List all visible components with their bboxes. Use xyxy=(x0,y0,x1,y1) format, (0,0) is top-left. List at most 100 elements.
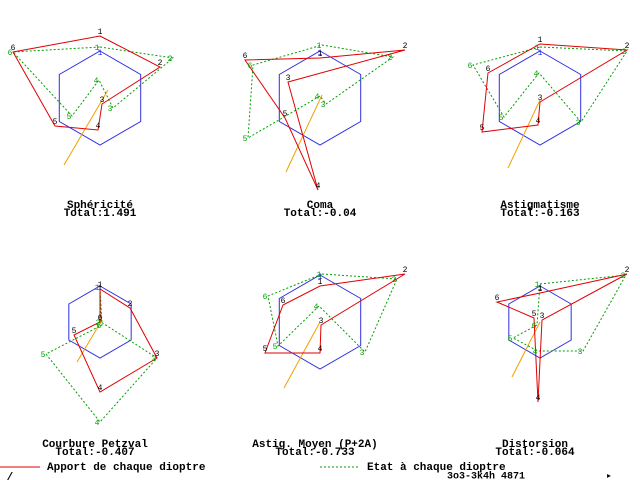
blue-label: 1 xyxy=(318,273,323,282)
green-label: 6 xyxy=(8,49,13,58)
orange-axis xyxy=(507,99,541,169)
green-label: 5 xyxy=(243,135,248,144)
red-polygon xyxy=(73,288,158,393)
red-label: 4 xyxy=(536,394,541,403)
green-label: 3 xyxy=(360,349,365,358)
green-label: 4 xyxy=(534,70,539,79)
green-label: 6 xyxy=(248,62,253,71)
green-label: 6 xyxy=(468,62,473,71)
hexagon xyxy=(278,274,362,370)
red-label: 6 xyxy=(11,44,16,53)
panel-total: Total:-0.04 xyxy=(284,208,357,220)
blue-label: 1 xyxy=(538,49,543,58)
red-label: 2 xyxy=(403,42,408,51)
hexagon xyxy=(58,50,142,146)
red-label: 6 xyxy=(243,52,248,61)
green-label: 2 xyxy=(392,276,397,285)
green-label: 2 xyxy=(388,54,393,63)
red-label: 4 xyxy=(316,182,321,191)
panel-total: Total:1.491 xyxy=(64,208,137,220)
red-label: 6 xyxy=(495,294,500,303)
red-polygon xyxy=(495,273,628,403)
hexagon xyxy=(278,50,362,146)
blue-label: 1 xyxy=(98,49,103,58)
red-polygon xyxy=(244,49,406,191)
panel-title: Astigmatisme xyxy=(500,200,580,212)
red-label: 1 xyxy=(98,28,103,37)
green-label: 2 xyxy=(622,48,627,57)
green-label: 4 xyxy=(95,419,100,428)
blue-label: 1 xyxy=(538,284,543,293)
green-label: 4 xyxy=(94,77,99,86)
green-label: 5 xyxy=(41,351,46,360)
red-polygon xyxy=(12,35,162,131)
red-label: 3 xyxy=(540,312,545,321)
legend-red: Apport de chaque dioptre xyxy=(47,462,206,474)
hexagon xyxy=(498,50,582,146)
red-label: 4 xyxy=(536,117,541,126)
red-polygon xyxy=(264,273,406,354)
green-label: 3 xyxy=(576,119,581,128)
green-label: 1 xyxy=(535,281,540,290)
green-label: 4 xyxy=(314,303,319,312)
green-label: 4 xyxy=(533,348,538,357)
red-label: 4 xyxy=(96,122,101,131)
panel-title: Sphéricité xyxy=(67,200,133,212)
green-polygon xyxy=(11,46,175,117)
legend-green: Etat à chaque dioptre xyxy=(367,462,506,474)
green-label: 2 xyxy=(96,319,101,328)
blue-label: 1 xyxy=(318,49,323,58)
panel-total: Total:-0.064 xyxy=(495,447,575,459)
green-label: 3 xyxy=(152,355,157,364)
orange-axis xyxy=(283,321,321,389)
status-arrow: ▸ xyxy=(606,472,612,480)
panel-total: Total:-0.163 xyxy=(500,208,580,220)
red-label: 1 xyxy=(538,285,543,294)
red-label: 3 xyxy=(100,96,105,105)
red-label: 1 xyxy=(318,278,323,287)
green-label: 2 xyxy=(168,55,173,64)
red-label: 1 xyxy=(538,36,543,45)
panel-total: Total:-0.407 xyxy=(55,447,134,459)
red-label: 3 xyxy=(286,74,291,83)
red-label: 1 xyxy=(318,50,323,59)
green-label: 1 xyxy=(317,271,322,280)
red-label: 2 xyxy=(403,266,408,275)
orange-axis xyxy=(285,94,323,173)
panel-title: Distorsion xyxy=(502,439,568,451)
green-label: 5 xyxy=(508,335,513,344)
status-corner: _/_ xyxy=(0,472,20,480)
red-label: 6 xyxy=(98,314,103,323)
red-label: 2 xyxy=(625,266,630,275)
red-label: 3 xyxy=(155,350,160,359)
hexagon xyxy=(68,285,132,359)
red-label: 2 xyxy=(128,300,133,309)
green-label: 6 xyxy=(263,293,268,302)
red-label: 5 xyxy=(53,118,58,127)
green-label: 3 xyxy=(321,101,326,110)
green-label: 6 xyxy=(97,322,102,331)
green-label: 6 xyxy=(532,322,537,331)
green-polygon xyxy=(472,46,628,123)
red-label: 4 xyxy=(318,345,323,354)
orange-axis xyxy=(63,89,109,166)
red-label: 2 xyxy=(158,59,163,68)
status-code: 3o3-3k4h 4871 xyxy=(447,471,525,480)
red-label: 5 xyxy=(283,110,288,119)
red-label: 3 xyxy=(319,317,324,326)
panel-title: Courbure Petzval xyxy=(42,439,148,451)
red-label: 1 xyxy=(98,281,103,290)
red-label: 5 xyxy=(532,310,537,319)
red-label: 2 xyxy=(625,42,630,51)
green-label: 1 xyxy=(317,42,322,51)
blue-label: 1 xyxy=(98,284,103,293)
red-label: 3 xyxy=(538,94,543,103)
red-label: 6 xyxy=(281,297,286,306)
green-label: 3 xyxy=(108,105,113,114)
red-label: 5 xyxy=(263,345,268,354)
green-label: 5 xyxy=(499,114,504,123)
red-label: 6 xyxy=(486,65,491,74)
green-label: 1 xyxy=(535,44,540,53)
